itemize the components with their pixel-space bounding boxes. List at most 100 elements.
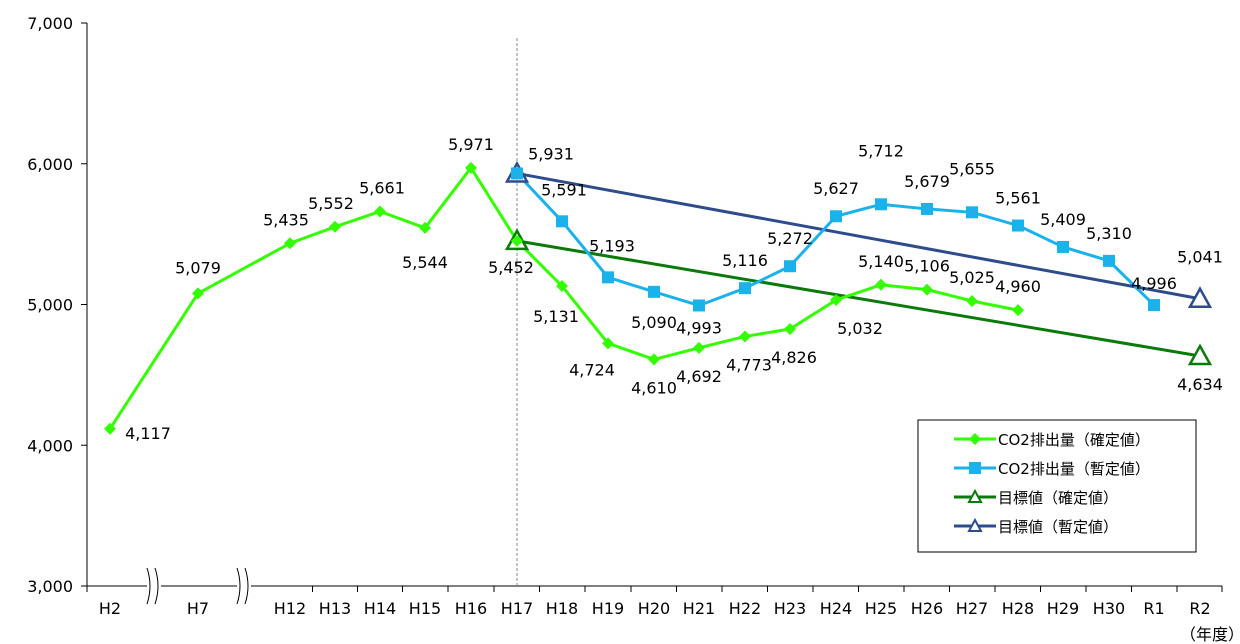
data-label: 5,661 [359, 178, 405, 197]
axis-break-gap [237, 568, 251, 604]
data-point-marker [1187, 286, 1213, 308]
data-point-marker [511, 167, 523, 180]
data-label: 5,971 [448, 135, 494, 154]
data-label: 5,193 [589, 236, 635, 255]
axis-break-gap [147, 568, 161, 604]
x-tick-label: R1 [1143, 599, 1164, 618]
legend-label: CO2排出量（確定値） [998, 431, 1150, 449]
data-label: 5,106 [904, 257, 950, 276]
data-label: 4,610 [631, 378, 677, 397]
x-unit-label: （年度） [1180, 625, 1240, 644]
x-tick-label: H21 [683, 599, 715, 618]
data-label: 4,724 [569, 360, 615, 379]
x-tick-label: R2 [1189, 599, 1210, 618]
data-label: 5,452 [488, 258, 534, 277]
data-point-marker [648, 353, 660, 366]
x-tick-label: H29 [1047, 599, 1079, 618]
data-point-marker [104, 422, 116, 435]
data-label: 5,712 [858, 141, 904, 160]
data-label: 5,025 [949, 268, 995, 287]
data-point-marker [1057, 240, 1069, 253]
data-point-marker [875, 278, 887, 291]
data-label: 5,131 [533, 307, 579, 326]
data-point-marker [374, 205, 386, 218]
x-tick-label: H30 [1093, 599, 1125, 618]
data-point-marker [830, 210, 842, 223]
x-tick-label: H16 [455, 599, 487, 618]
data-point-marker [784, 260, 796, 273]
data-label: 5,140 [858, 252, 904, 271]
x-tick-label: H12 [274, 599, 306, 618]
data-point-marker [921, 202, 933, 215]
data-label: 5,116 [722, 251, 768, 270]
data-point-marker [648, 285, 660, 298]
axis-break-mark [236, 567, 241, 605]
data-label: 5,272 [767, 229, 813, 248]
data-label: 5,627 [813, 179, 859, 198]
x-tick-label: H24 [820, 599, 852, 618]
data-label: 5,544 [402, 253, 448, 272]
legend-marker [969, 433, 981, 445]
legend-box [917, 419, 1197, 553]
x-tick-label: H2 [99, 599, 121, 618]
data-label: 5,655 [949, 159, 995, 178]
x-tick-label: H23 [774, 599, 806, 618]
x-tick-label: H26 [911, 599, 943, 618]
data-point-marker [284, 237, 296, 250]
data-point-marker [419, 221, 431, 234]
data-label: 5,079 [175, 258, 221, 277]
data-point-marker [1103, 254, 1115, 267]
data-point-marker [556, 280, 568, 293]
y-tick-label: 7,000 [27, 14, 73, 33]
data-point-marker [693, 299, 705, 312]
data-label: 5,552 [308, 194, 354, 213]
x-tick-label: H28 [1002, 599, 1034, 618]
series-markers [104, 160, 1213, 435]
axis-break-mark [244, 567, 249, 605]
data-point-marker [739, 330, 751, 343]
data-label: 4,826 [771, 348, 817, 367]
data-label: 5,679 [904, 172, 950, 191]
data-point-marker [966, 206, 978, 219]
data-point-marker [1012, 304, 1024, 317]
x-tick-label: H25 [865, 599, 897, 618]
y-tick-label: 6,000 [27, 155, 73, 174]
data-point-marker [602, 271, 614, 284]
legend-marker [969, 462, 981, 474]
data-point-marker [602, 337, 614, 350]
legend: CO2排出量（確定値） CO2排出量（暫定値） 目標値（確定値） 目標値（暫定値） [917, 419, 1197, 553]
axis-break-mark [154, 567, 159, 605]
x-tick-label: H20 [638, 599, 670, 618]
x-tick-label: H13 [319, 599, 351, 618]
data-label: 5,409 [1040, 210, 1086, 229]
axes: 3,000 4,000 5,000 6,000 7,000 H2 H7 H12 H13 H14 H1… [27, 14, 1240, 644]
y-tick-label: 4,000 [27, 436, 73, 455]
y-tick-label: 5,000 [27, 296, 73, 315]
x-tick-label: H7 [187, 599, 209, 618]
x-tick-label: H15 [409, 599, 441, 618]
data-point-marker [830, 293, 842, 306]
series-line [516, 171, 1201, 301]
data-label: 4,773 [726, 355, 772, 374]
x-tick-label: H18 [546, 599, 578, 618]
legend-marker [967, 517, 983, 532]
legend-label: 目標値（確定値） [998, 489, 1118, 507]
data-point-marker [921, 283, 933, 296]
data-point-marker [739, 282, 751, 295]
data-label: 5,591 [541, 180, 587, 199]
data-label: 4,117 [125, 424, 171, 443]
data-label: 5,041 [1177, 248, 1223, 267]
data-label: 5,931 [528, 144, 574, 163]
data-point-marker [329, 220, 341, 233]
data-label: 5,561 [995, 189, 1041, 208]
axis-break-mark [146, 567, 151, 605]
data-point-marker [511, 234, 523, 247]
legend-label: 目標値（暫定値） [998, 518, 1118, 536]
data-label: 4,692 [676, 367, 722, 386]
x-tick-label: H17 [501, 599, 533, 618]
data-point-marker [192, 287, 204, 300]
data-point-marker [966, 294, 978, 307]
data-label: 5,090 [631, 313, 677, 332]
data-label: 5,435 [263, 210, 309, 229]
x-tick-label: H19 [592, 599, 624, 618]
